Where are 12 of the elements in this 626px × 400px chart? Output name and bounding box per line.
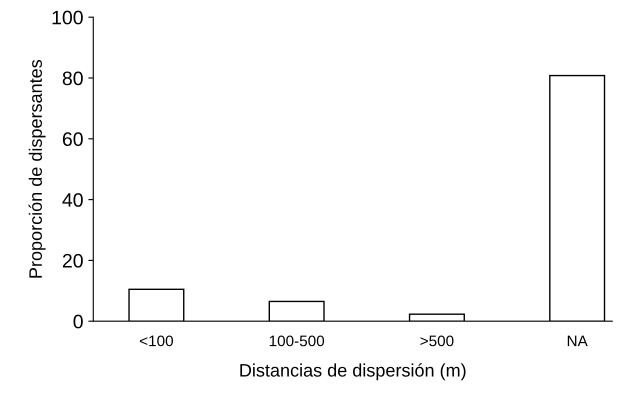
y-tick-label: 80 bbox=[62, 71, 83, 86]
x-axis-title: Distancias de dispersión (m) bbox=[240, 363, 466, 380]
x-tick-label: NA bbox=[568, 336, 588, 346]
y-tick-label: 0 bbox=[74, 314, 83, 328]
y-axis-title: Proporción de dispersantes bbox=[28, 60, 46, 278]
y-tick-label: 60 bbox=[62, 132, 83, 146]
y-tick-label: 100 bbox=[52, 10, 83, 24]
x-tick-label: 100-500 bbox=[270, 335, 324, 346]
x-tick-label: >500 bbox=[420, 335, 454, 346]
y-tick-label: 40 bbox=[62, 193, 83, 207]
y-tick-label: 20 bbox=[62, 254, 83, 268]
x-tick-label: <100 bbox=[140, 335, 173, 346]
